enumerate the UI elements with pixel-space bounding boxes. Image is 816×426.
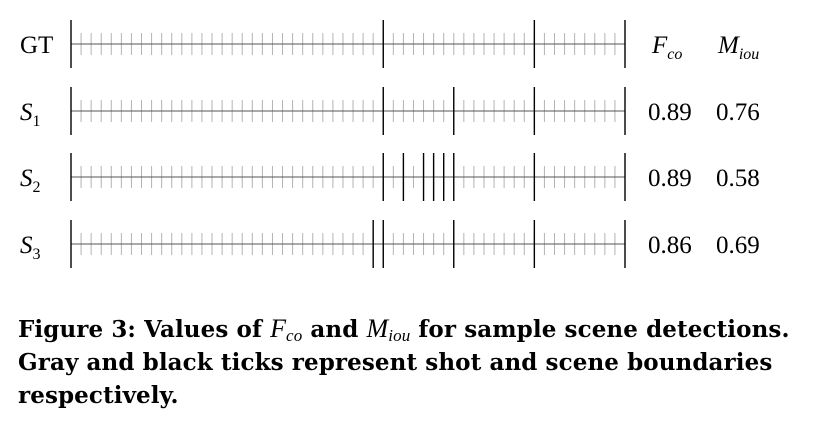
row-label-s3: S3: [20, 232, 41, 263]
caption-prefix: Figure 3: Values of: [18, 316, 271, 343]
metric-value-miou: 0.58: [716, 165, 760, 192]
row-label-gt: GT: [20, 32, 53, 59]
caption-fco: Fco: [270, 314, 303, 345]
metric-value-fco: 0.89: [648, 99, 692, 126]
metric-value-fco: 0.89: [648, 165, 692, 192]
metric-header-fco: Fco: [651, 32, 682, 63]
caption-mid: and: [302, 316, 367, 343]
figure-caption: Figure 3: Values of Fco and Miou for sam…: [18, 312, 808, 412]
metric-value-miou: 0.76: [716, 99, 760, 126]
caption-miou: Miou: [366, 314, 411, 345]
metric-value-fco: 0.86: [648, 232, 692, 259]
caption-suffix: for sample scene detections. Gray and bl…: [18, 316, 790, 409]
scene-detection-diagram: Fco Miou GT S1 0.89 0.76 S2 0.89 0.58 S3 0.86 0.69: [20, 20, 760, 268]
metric-value-miou: 0.69: [716, 232, 760, 259]
row-label-s2: S2: [20, 165, 41, 196]
metric-header-miou: Miou: [717, 32, 759, 63]
row-label-s1: S1: [20, 99, 41, 130]
